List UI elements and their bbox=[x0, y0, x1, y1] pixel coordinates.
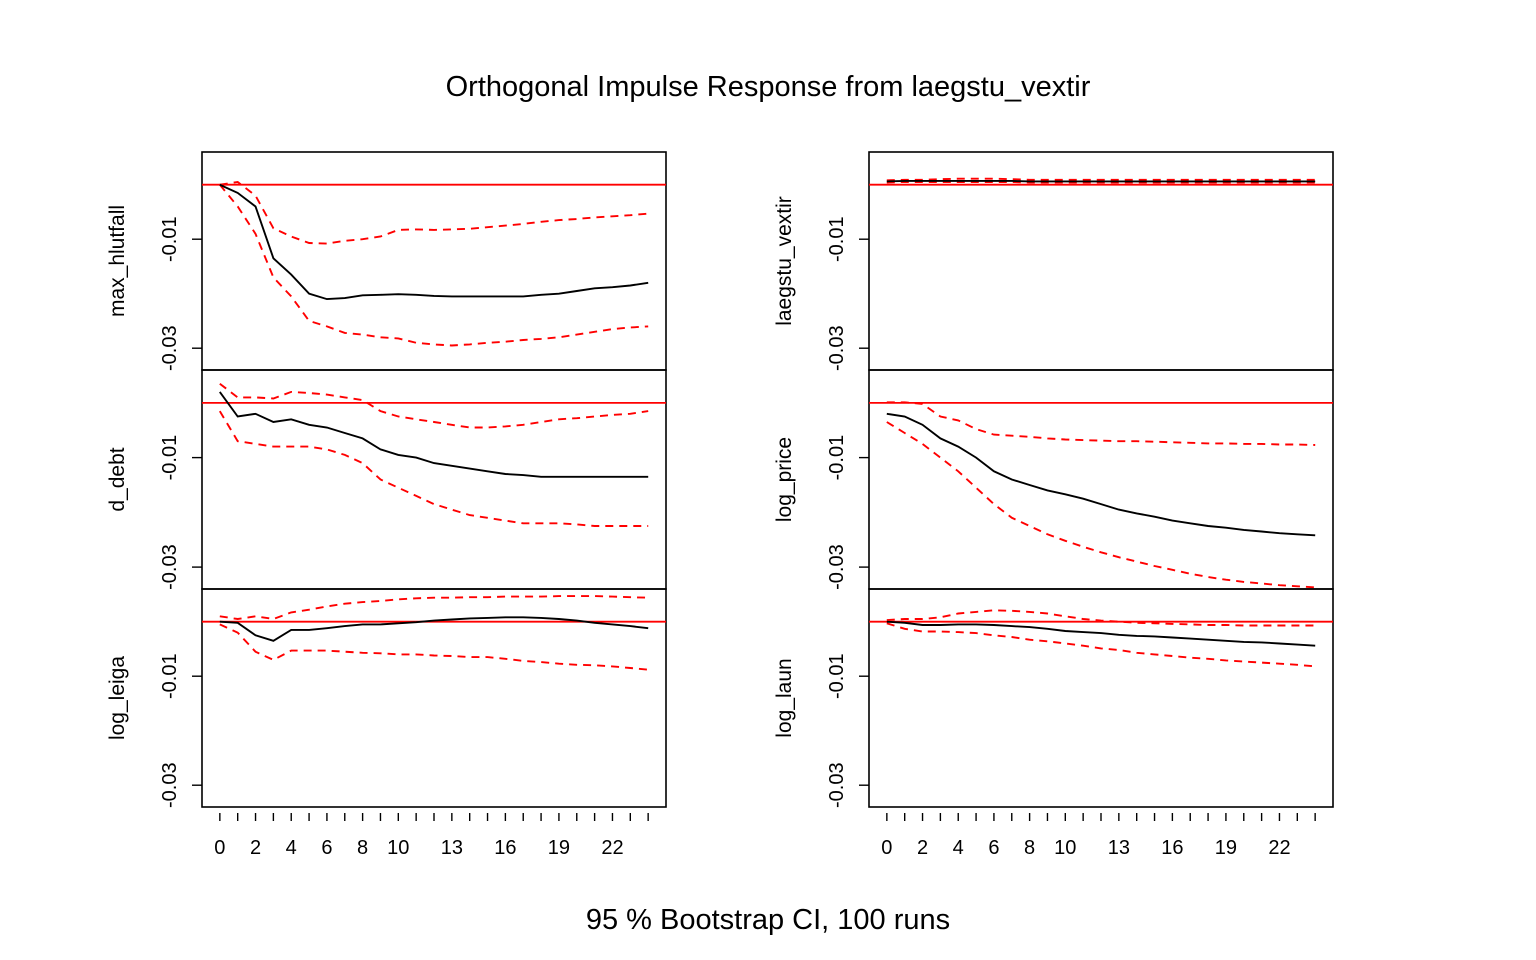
ci-upper-line bbox=[219, 181, 649, 245]
ci-upper-line bbox=[886, 177, 1316, 182]
y-tick-label: -0.03 bbox=[826, 544, 848, 590]
y-tick-label: -0.03 bbox=[159, 325, 181, 371]
x-tick-label: 0 bbox=[881, 837, 892, 859]
chart-title: Orthogonal Impulse Response from laegstu… bbox=[446, 71, 1091, 103]
ci-lower-line bbox=[218, 410, 649, 527]
x-tick-label: 10 bbox=[387, 837, 409, 859]
x-tick-label: 6 bbox=[988, 837, 999, 859]
y-tick-label: -0.01 bbox=[159, 435, 181, 481]
ci-lower-line bbox=[886, 421, 1316, 589]
response-line bbox=[219, 616, 649, 642]
x-tick-label: 19 bbox=[548, 837, 570, 859]
response-line bbox=[886, 620, 1316, 647]
ci-lower-line bbox=[886, 622, 1316, 668]
panel-log_laun: -0.01 -0.03 log_laun bbox=[773, 588, 1334, 808]
x-tick-label: 4 bbox=[286, 837, 297, 859]
x-tick-label: 22 bbox=[1268, 837, 1290, 859]
panel-ylabel: max_hlutfall bbox=[106, 205, 129, 317]
y-tick-label: -0.01 bbox=[159, 216, 181, 262]
x-tick-label: 16 bbox=[494, 837, 516, 859]
x-axis-right: 0 2 4 6 8 10 13 16 19 22 bbox=[881, 813, 1316, 859]
x-tick-label: 16 bbox=[1161, 837, 1183, 859]
ci-lower-line bbox=[219, 623, 649, 671]
y-tick-label: -0.03 bbox=[826, 325, 848, 371]
x-tick-label: 13 bbox=[1108, 837, 1130, 859]
x-tick-label: 6 bbox=[321, 837, 332, 859]
x-tick-label: 10 bbox=[1054, 837, 1076, 859]
panel-d_debt: -0.01 -0.03 d_debt bbox=[106, 369, 667, 590]
chart-footer: 95 % Bootstrap CI, 100 runs bbox=[586, 904, 950, 936]
ci-upper-line bbox=[886, 609, 1316, 627]
response-line bbox=[886, 412, 1316, 537]
panel-ylabel: laegstu_vextir bbox=[773, 196, 796, 326]
x-tick-label: 8 bbox=[1024, 837, 1035, 859]
ci-lower-line bbox=[219, 184, 649, 347]
panel-log_leiga: -0.01 -0.03 log_leiga bbox=[106, 588, 667, 808]
x-tick-label: 2 bbox=[250, 837, 261, 859]
panels-layer: -0.01-0.03max_hlutfall-0.01-0.03d_debt-0… bbox=[106, 151, 1334, 859]
response-line bbox=[219, 183, 649, 301]
panel-frame bbox=[201, 588, 667, 808]
x-tick-label: 22 bbox=[601, 837, 623, 859]
panel-ylabel: log_laun bbox=[773, 658, 796, 737]
panel-ylabel: d_debt bbox=[106, 447, 129, 511]
y-tick-label: -0.03 bbox=[159, 544, 181, 590]
panel-ylabel: log_price bbox=[773, 437, 796, 522]
response-line bbox=[886, 179, 1316, 183]
y-tick-label: -0.03 bbox=[826, 762, 848, 808]
ci-upper-line bbox=[219, 382, 649, 429]
ci-upper-line bbox=[886, 401, 1316, 446]
x-tick-label: 2 bbox=[917, 837, 928, 859]
ci-upper-line bbox=[219, 595, 649, 620]
y-tick-label: -0.01 bbox=[826, 216, 848, 262]
x-tick-label: 8 bbox=[357, 837, 368, 859]
y-tick-label: -0.01 bbox=[826, 435, 848, 481]
x-tick-label: 0 bbox=[214, 837, 225, 859]
ci-lower-line bbox=[886, 181, 1316, 184]
panel-max_hlutfall: -0.01 -0.03 max_hlutfall bbox=[106, 151, 667, 371]
x-tick-label: 13 bbox=[441, 837, 463, 859]
response-line bbox=[219, 391, 649, 478]
panel-frame bbox=[868, 588, 1334, 808]
panel-laegstu_vextir: -0.01 -0.03 laegstu_vextir bbox=[773, 151, 1334, 371]
panel-ylabel: log_leiga bbox=[106, 656, 129, 740]
y-tick-label: -0.01 bbox=[826, 653, 848, 699]
x-tick-label: 19 bbox=[1215, 837, 1237, 859]
y-tick-label: -0.03 bbox=[159, 762, 181, 808]
y-tick-label: -0.01 bbox=[159, 653, 181, 699]
x-axis-left: 0 2 4 6 8 10 13 16 19 22 bbox=[214, 813, 649, 859]
panel-log_price: -0.01 -0.03 log_price bbox=[773, 369, 1334, 590]
x-tick-label: 4 bbox=[953, 837, 964, 859]
